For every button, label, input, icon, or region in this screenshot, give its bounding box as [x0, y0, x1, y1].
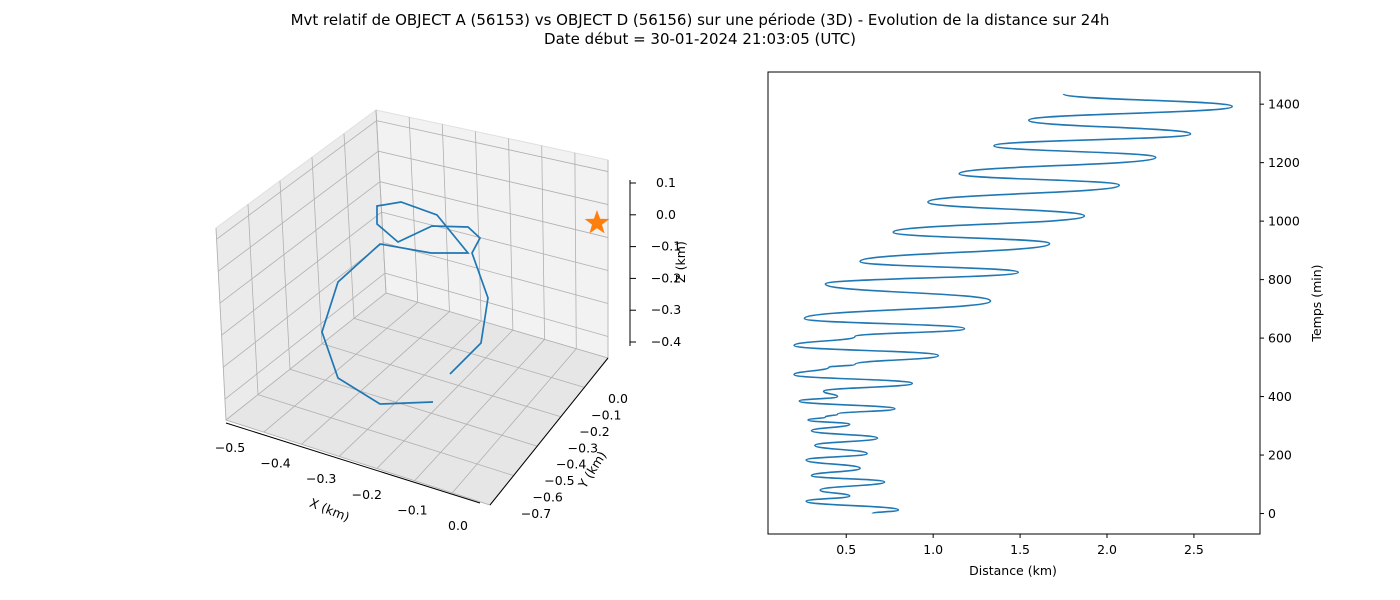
grid-line-x-floor — [321, 343, 561, 418]
grid-line-x-back — [215, 227, 227, 421]
z-tick-label-3d: −0.4 — [651, 334, 681, 349]
x-tick-label-3d: −0.1 — [397, 502, 427, 517]
grid-line-y-back — [375, 109, 387, 294]
z-axis-label-3d: Z (km) — [673, 241, 688, 283]
grid-line-z-right — [378, 150, 609, 205]
grid-line-x-floor — [225, 419, 491, 506]
grid-line-x-back — [247, 204, 259, 395]
grid-line-z-left — [216, 120, 377, 240]
grid-line-y-floor — [225, 292, 387, 421]
grid-line-x-back — [279, 180, 291, 370]
grid-line-z-left — [218, 150, 379, 272]
trajectory-line-3d — [321, 201, 489, 405]
figure-title-line1: Mvt relatif de OBJECT A (56153) vs OBJEC… — [291, 11, 1110, 29]
grid-line-y-floor — [451, 348, 577, 494]
grid-line-y-floor — [301, 311, 450, 445]
x-axis-line-3d — [225, 422, 481, 504]
grid-line-z-right — [379, 181, 609, 238]
y-tick-label-2d: 800 — [1268, 272, 1292, 287]
grid-line-y-back — [475, 131, 482, 321]
x-tick-label-2d: 1.0 — [923, 542, 943, 557]
y-tick-label-2d: 200 — [1268, 448, 1292, 463]
grid-line-z-left — [219, 181, 381, 304]
grid-line-y-back — [541, 145, 545, 340]
grid-line-x-back — [311, 157, 323, 344]
y-tick-label-2d: 1400 — [1268, 97, 1300, 112]
z-tick-label-3d: 0.0 — [656, 207, 676, 222]
x-tick-label-3d: −0.5 — [215, 440, 245, 455]
grid-line-x-floor — [289, 368, 538, 447]
z-tick-label-3d: −0.1 — [651, 239, 681, 254]
x-tick-label-3d: −0.4 — [260, 456, 290, 471]
grid-line-x-floor — [353, 318, 585, 388]
grid-line-y-floor — [414, 339, 545, 481]
y-tick-label-3d: −0.4 — [556, 457, 586, 472]
x-axis-label-2d: Distance (km) — [969, 563, 1057, 578]
y-axis-label-2d: Temps (min) — [1309, 264, 1324, 342]
x-tick-label-2d: 2.0 — [1097, 542, 1117, 557]
plot-distance-vs-time: 0.5 1.0 1.5 2.0 2.5 0 200 400 600 800 1000 1200 1400 — [767, 71, 1300, 557]
figure-title-line2: Date début = 30-01-2024 21:03:05 (UTC) — [544, 30, 856, 48]
star-marker — [584, 210, 610, 234]
x-tick-label-2d: 0.5 — [836, 542, 856, 557]
plot-3d-trajectory: −0.5−0.4−0.3−0.2−0.10.00.0−0.1−0.2−0.3−0… — [215, 109, 681, 533]
y-tick-label-2d: 400 — [1268, 389, 1292, 404]
y-tick-label-3d: −0.5 — [544, 473, 574, 488]
grid-line-z-right — [383, 242, 609, 304]
grid-line-y-back — [508, 138, 514, 331]
grid-line-z-right — [384, 272, 609, 337]
grid-line-x-floor — [385, 292, 609, 359]
grid-line-y-back — [574, 152, 577, 349]
y-axis-line-3d — [489, 357, 609, 506]
grid-line-y-back — [408, 117, 419, 303]
y-tick-label-3d: 0.0 — [608, 391, 628, 406]
y-tick-label-2d: 600 — [1268, 331, 1292, 346]
y-tick-label-3d: −0.6 — [533, 490, 563, 505]
y-tick-label-2d: 1000 — [1268, 214, 1300, 229]
y-tick-label-3d: −0.1 — [591, 407, 621, 422]
y-tick-label-2d: 0 — [1268, 506, 1276, 521]
z-tick-label-3d: −0.2 — [651, 270, 681, 285]
grid-line-y-floor — [338, 320, 482, 457]
y-tick-label-2d: 1200 — [1268, 155, 1300, 170]
x-tick-label-2d: 2.5 — [1184, 542, 1204, 557]
z-tick-label-3d: 0.1 — [656, 175, 676, 190]
y-tick-label-3d: −0.7 — [521, 506, 551, 521]
y-tick-label-3d: −0.2 — [579, 424, 609, 439]
grid-line-y-floor — [376, 329, 514, 469]
grid-line-x-floor — [257, 394, 514, 476]
grid-line-y-floor — [263, 301, 418, 433]
grid-line-z-right — [376, 120, 609, 172]
grid-line-x-back — [343, 133, 355, 319]
x-axis-label-3d: X (km) — [308, 495, 352, 525]
x-tick-label-2d: 1.5 — [1010, 542, 1030, 557]
x-tick-label-3d: −0.3 — [306, 471, 336, 486]
grid-line-z-left — [223, 242, 384, 368]
x-tick-label-3d: 0.0 — [448, 518, 468, 533]
grid-line-z-left — [224, 272, 386, 400]
distance-line — [793, 93, 1234, 515]
x-tick-label-3d: −0.2 — [352, 487, 382, 502]
y-tick-label-3d: −0.3 — [568, 440, 598, 455]
grid-line-z-right — [381, 211, 609, 271]
grid-line-z-left — [221, 211, 382, 336]
z-tick-label-3d: −0.3 — [651, 302, 681, 317]
grid-line-y-back — [441, 124, 450, 312]
